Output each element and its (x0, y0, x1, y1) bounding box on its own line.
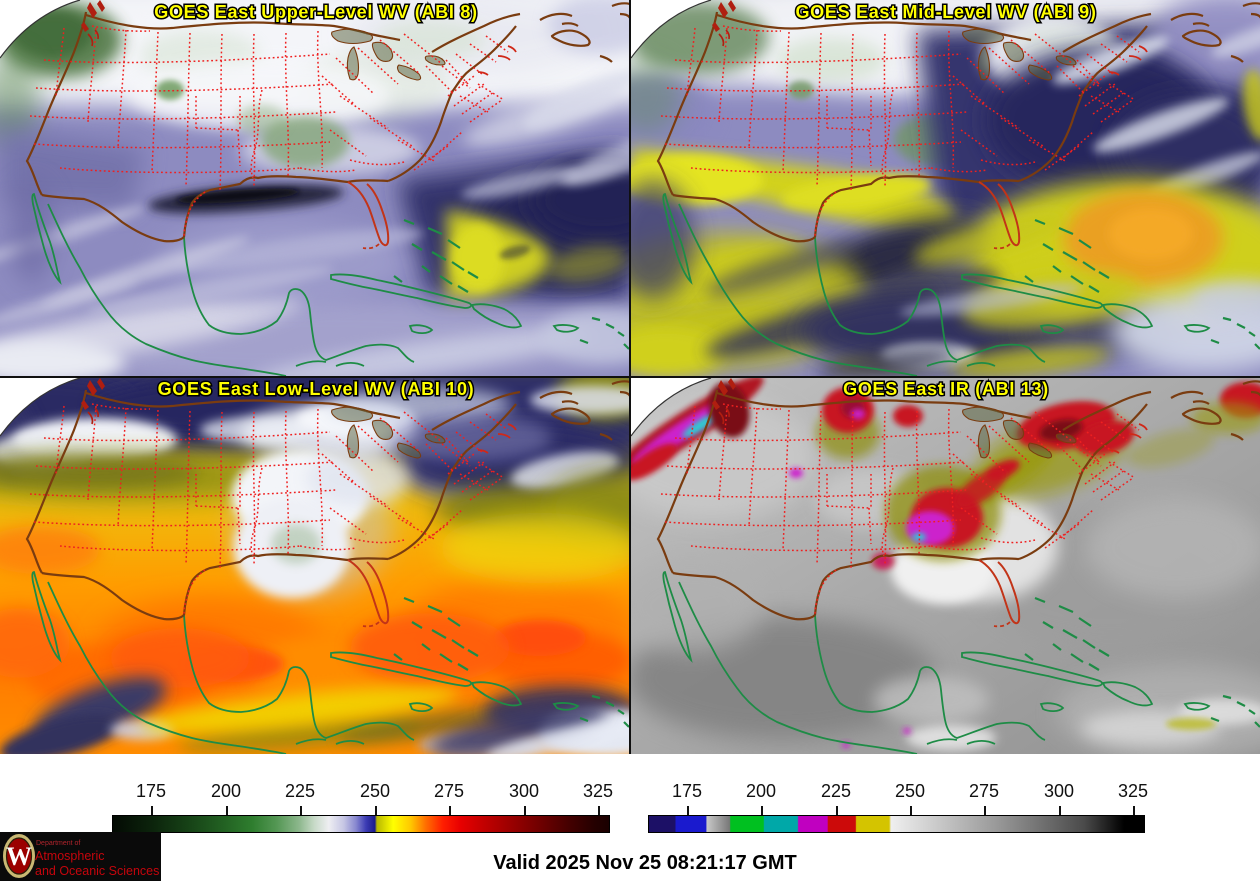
svg-text:GOES East IR (ABI 13): GOES East IR (ABI 13) (843, 379, 1049, 399)
svg-text:Atmospheric: Atmospheric (35, 849, 104, 863)
svg-text:W: W (6, 842, 32, 871)
svg-text:Department of: Department of (36, 840, 80, 847)
svg-text:and Oceanic Sciences: and Oceanic Sciences (35, 864, 159, 878)
svg-text:GOES East Low-Level WV (ABI 10: GOES East Low-Level WV (ABI 10) (158, 379, 475, 399)
svg-text:GOES East Mid-Level WV (ABI 9): GOES East Mid-Level WV (ABI 9) (795, 2, 1096, 22)
svg-text:GOES East Upper-Level WV (ABI: GOES East Upper-Level WV (ABI 8) (154, 2, 477, 22)
